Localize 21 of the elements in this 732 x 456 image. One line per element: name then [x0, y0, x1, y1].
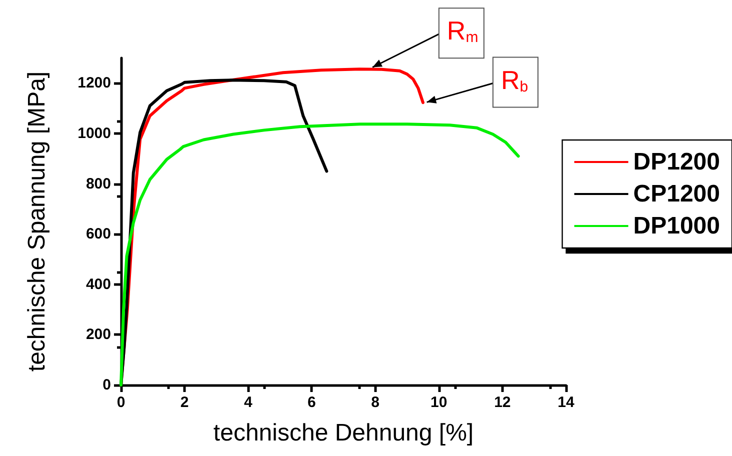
y-tick-label: 0 [102, 376, 111, 394]
x-tick-label: 2 [180, 394, 189, 411]
y-tick-label: 600 [86, 226, 111, 243]
y-tick-label: 200 [86, 326, 111, 344]
x-tick-label: 4 [244, 394, 253, 411]
legend-label: DP1200 [633, 148, 720, 176]
legend-label: DP1000 [633, 212, 720, 240]
line-series [120, 122, 520, 386]
y-tick-label: 400 [86, 276, 111, 293]
legend-label: CP1200 [633, 180, 720, 208]
y-axis-title: technische Spannung [MPa] [24, 71, 50, 372]
y-tick-label: 1000 [78, 124, 111, 142]
x-tick-label: 6 [308, 394, 316, 411]
y-tick-label: 800 [86, 175, 111, 192]
y-tick-label: 1200 [78, 74, 111, 92]
x-tick-label: 12 [494, 394, 511, 411]
x-tick-label: 10 [430, 394, 448, 411]
x-tick-label: 8 [371, 394, 380, 411]
x-tick-label: 0 [116, 394, 126, 411]
x-tick-label: 14 [558, 394, 575, 411]
x-axis-title: technische Dehnung [%] [213, 420, 474, 446]
